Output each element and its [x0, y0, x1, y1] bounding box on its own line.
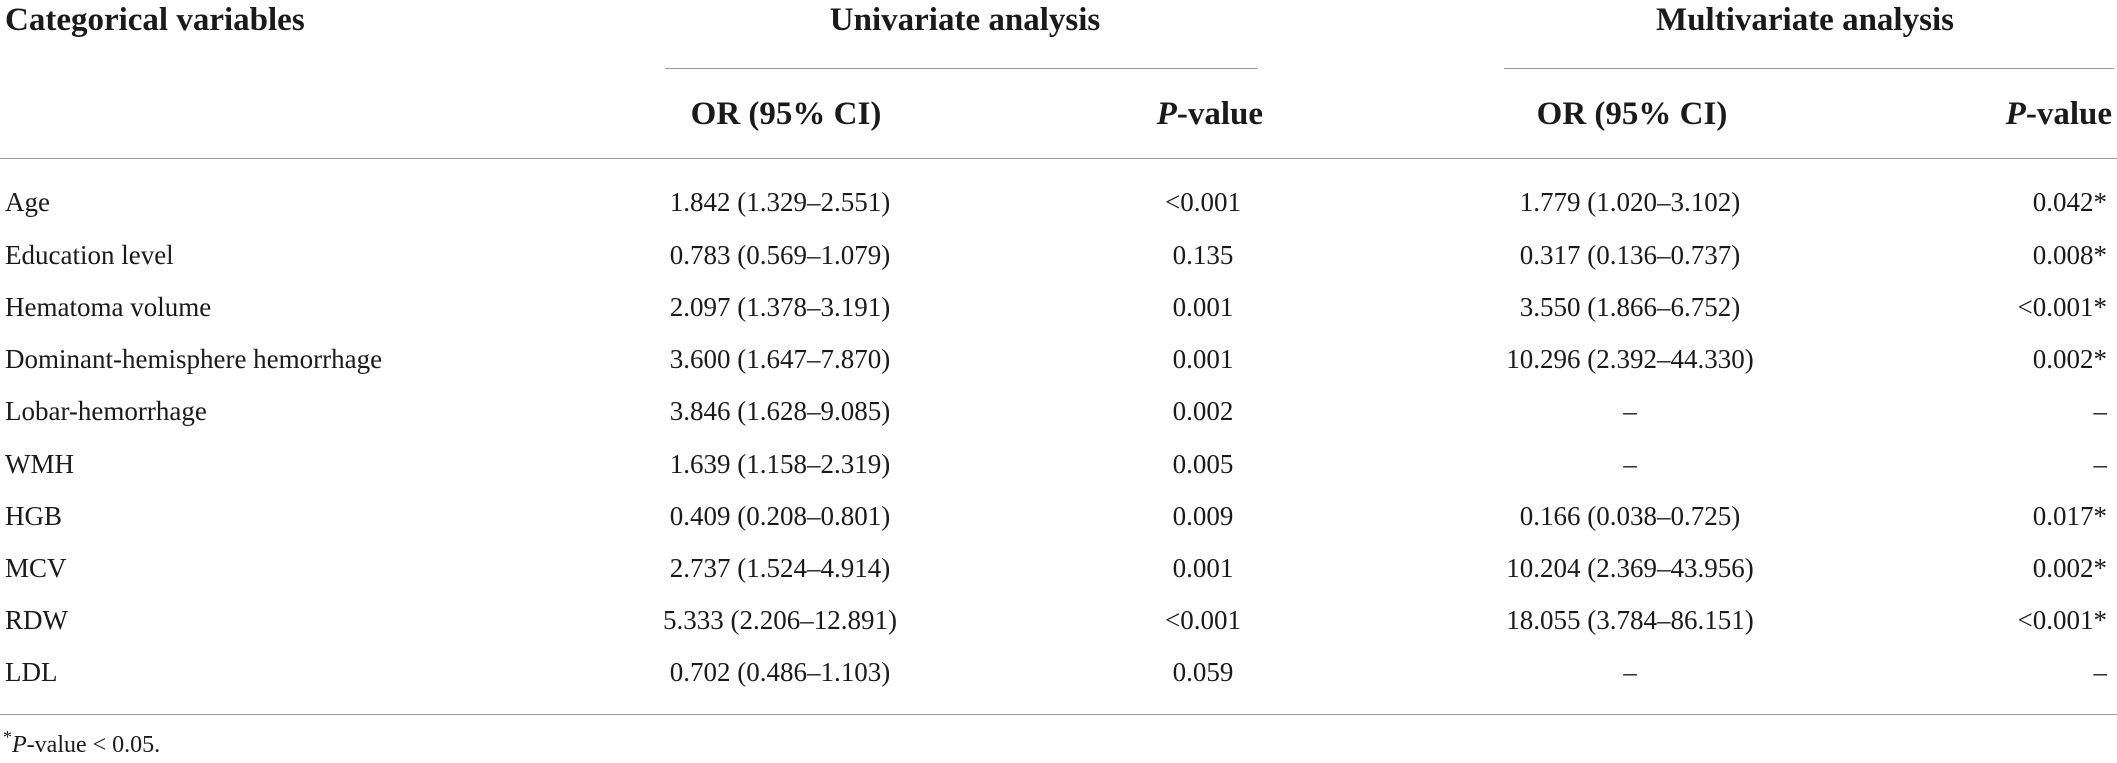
- cell-variable: Age: [5, 187, 50, 217]
- table-row: Education level 0.783 (0.569–1.079) 0.13…: [0, 240, 2117, 280]
- cell-uni-p: 0.002: [1172, 396, 1234, 426]
- cell-variable: Education level: [5, 240, 174, 270]
- cell-uni-p: 0.005: [1172, 449, 1234, 479]
- cell-multi-p: –: [2093, 449, 2108, 479]
- cell-multi-p: 0.002*: [2032, 553, 2107, 583]
- cell-multi-p: 0.008*: [2032, 240, 2107, 270]
- cell-multi-p: <0.001*: [2017, 605, 2107, 635]
- cell-multi-p: 0.017*: [2032, 501, 2107, 531]
- table-row: WMH 1.639 (1.158–2.319) 0.005 – –: [0, 449, 2117, 489]
- cell-uni-or: 3.600 (1.647–7.870): [669, 344, 891, 374]
- cell-multi-or: –: [1623, 657, 1637, 687]
- col-header-uni-or: OR (95% CI): [690, 96, 882, 132]
- cell-uni-p: 0.001: [1172, 344, 1234, 374]
- cell-multi-or: 10.296 (2.392–44.330): [1506, 344, 1754, 374]
- col-header-uni-p: P-value: [1157, 96, 1263, 133]
- cell-uni-p: 0.135: [1172, 240, 1234, 270]
- cell-uni-p: 0.001: [1172, 292, 1234, 322]
- table-row: HGB 0.409 (0.208–0.801) 0.009 0.166 (0.0…: [0, 501, 2117, 541]
- footnote-text: -value < 0.05.: [26, 732, 161, 758]
- col-header-categorical-variables: Categorical variables: [5, 2, 305, 38]
- p-italic: P: [1156, 96, 1177, 132]
- cell-multi-p: –: [2093, 657, 2108, 687]
- table-row: LDL 0.702 (0.486–1.103) 0.059 – –: [0, 657, 2117, 697]
- cell-uni-or: 1.639 (1.158–2.319): [669, 449, 891, 479]
- table-row: RDW 5.333 (2.206–12.891) <0.001 18.055 (…: [0, 605, 2117, 645]
- cell-multi-p: <0.001*: [2017, 292, 2107, 322]
- cell-uni-or: 2.097 (1.378–3.191): [669, 292, 891, 322]
- cell-variable: LDL: [5, 657, 58, 687]
- cell-uni-p: 0.059: [1172, 657, 1234, 687]
- header-bottom-rule: [0, 158, 2117, 159]
- cell-uni-p: 0.001: [1172, 553, 1234, 583]
- cell-variable: WMH: [5, 449, 74, 479]
- p-italic: P: [2005, 96, 2026, 132]
- cell-uni-p: <0.001: [1165, 187, 1241, 217]
- cell-multi-or: –: [1623, 449, 1637, 479]
- cell-multi-or: 10.204 (2.369–43.956): [1506, 553, 1754, 583]
- p-suffix: -value: [2025, 96, 2112, 132]
- cell-variable: Hematoma volume: [5, 292, 212, 322]
- cell-variable: Lobar-hemorrhage: [5, 396, 207, 426]
- cell-multi-or: 0.317 (0.136–0.737): [1519, 240, 1741, 270]
- cell-variable: Dominant-hemisphere hemorrhage: [5, 344, 383, 374]
- cell-variable: MCV: [5, 553, 67, 583]
- cell-variable: HGB: [5, 501, 63, 531]
- cell-multi-or: 18.055 (3.784–86.151): [1506, 605, 1754, 635]
- footnote-p-italic: P: [12, 732, 27, 758]
- cell-multi-or: 3.550 (1.866–6.752): [1519, 292, 1741, 322]
- col-header-multi-p: P-value: [2006, 96, 2112, 133]
- cell-multi-or: 0.166 (0.038–0.725): [1519, 501, 1741, 531]
- cell-uni-or: 1.842 (1.329–2.551): [669, 187, 891, 217]
- table-footnote: *P-value < 0.05.: [3, 728, 161, 759]
- cell-uni-or: 0.783 (0.569–1.079): [669, 240, 891, 270]
- table-row: Age 1.842 (1.329–2.551) <0.001 1.779 (1.…: [0, 187, 2117, 227]
- cell-multi-p: 0.002*: [2032, 344, 2107, 374]
- cell-uni-p: 0.009: [1172, 501, 1234, 531]
- cell-uni-or: 0.702 (0.486–1.103): [669, 657, 891, 687]
- group-header-univariate: Univariate analysis: [829, 2, 1101, 38]
- cell-multi-p: –: [2093, 396, 2108, 426]
- cell-uni-or: 3.846 (1.628–9.085): [669, 396, 891, 426]
- cell-multi-or: –: [1623, 396, 1637, 426]
- cell-uni-or: 5.333 (2.206–12.891): [663, 605, 897, 635]
- cell-uni-or: 0.409 (0.208–0.801): [669, 501, 891, 531]
- cell-multi-p: 0.042*: [2032, 187, 2107, 217]
- group-header-multivariate: Multivariate analysis: [1656, 2, 1954, 38]
- univariate-group-rule: [665, 68, 1257, 69]
- table-bottom-rule: [0, 714, 2117, 715]
- cell-variable: RDW: [5, 605, 68, 635]
- table-row: Lobar-hemorrhage 3.846 (1.628–9.085) 0.0…: [0, 396, 2117, 436]
- multivariate-group-rule: [1504, 68, 2114, 69]
- footnote-star: *: [3, 727, 12, 747]
- cell-multi-or: 1.779 (1.020–3.102): [1519, 187, 1741, 217]
- cell-uni-or: 2.737 (1.524–4.914): [669, 553, 891, 583]
- table-row: MCV 2.737 (1.524–4.914) 0.001 10.204 (2.…: [0, 553, 2117, 593]
- col-header-multi-or: OR (95% CI): [1536, 96, 1728, 132]
- table-row: Dominant-hemisphere hemorrhage 3.600 (1.…: [0, 344, 2117, 384]
- cell-uni-p: <0.001: [1165, 605, 1241, 635]
- p-suffix: -value: [1176, 96, 1263, 132]
- table-row: Hematoma volume 2.097 (1.378–3.191) 0.00…: [0, 292, 2117, 332]
